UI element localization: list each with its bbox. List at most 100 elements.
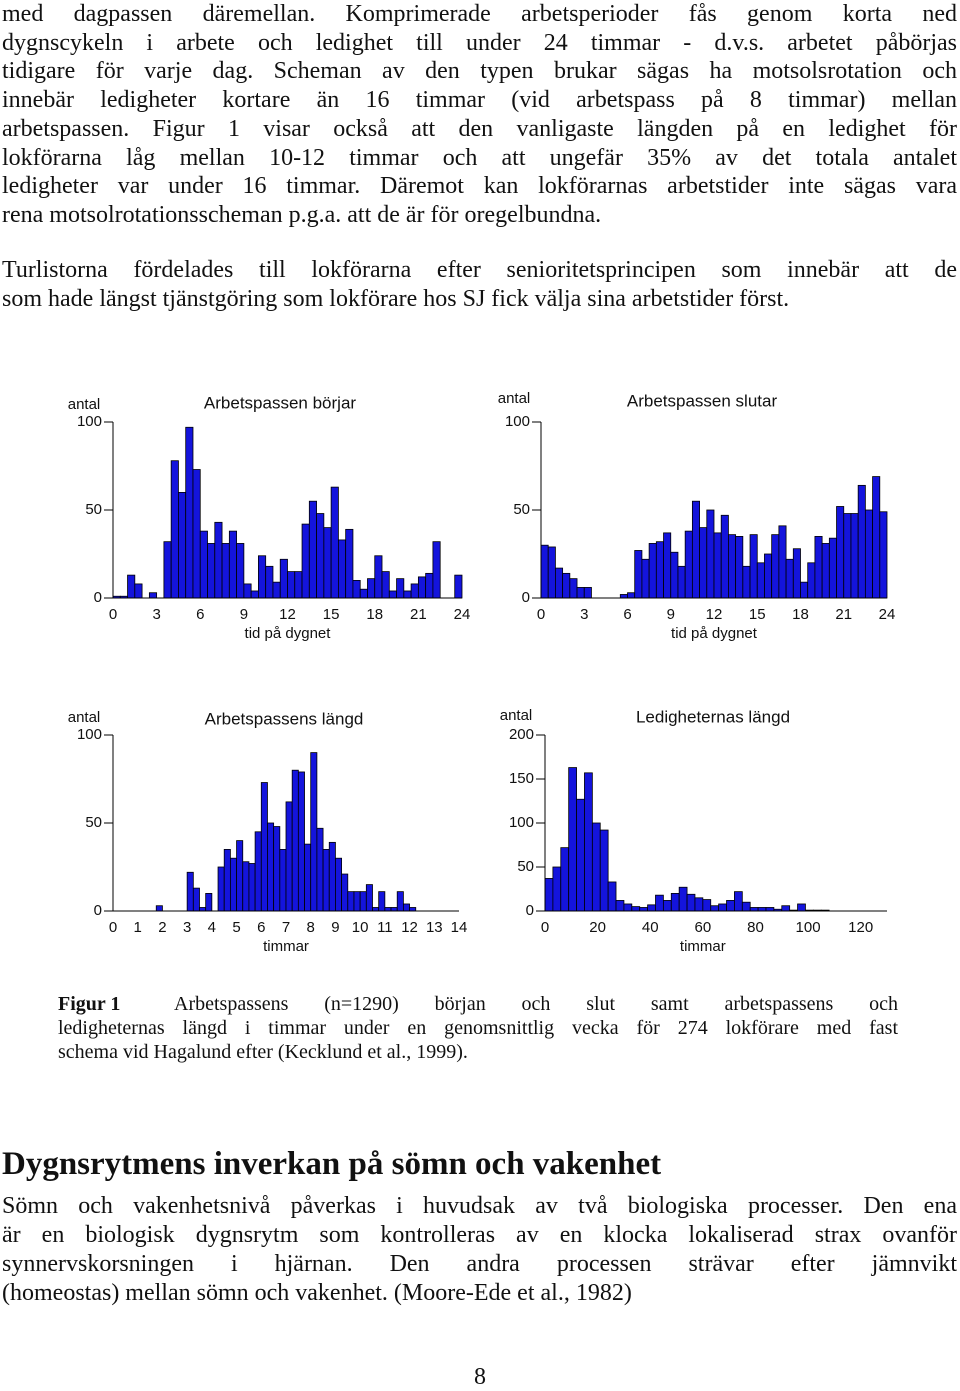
bar (308, 500, 317, 599)
bar (663, 532, 672, 599)
bar (821, 543, 830, 599)
bar (205, 893, 213, 912)
bar (741, 901, 751, 912)
bar (872, 476, 881, 599)
bar (374, 555, 383, 599)
bar (584, 772, 593, 912)
x-tick-label: 11 (377, 919, 393, 936)
x-tick-label: 8 (307, 919, 315, 936)
bar (627, 592, 636, 599)
x-tick-label: 6 (623, 606, 631, 623)
x-tick-label: 7 (282, 919, 290, 936)
bar (607, 881, 617, 912)
bar (568, 767, 577, 912)
bar (670, 893, 680, 912)
bar (583, 587, 592, 599)
bar (228, 530, 238, 599)
y-tick-label: 0 (94, 589, 102, 606)
bar (345, 528, 354, 599)
bar (243, 583, 252, 599)
x-tick-label: 10 (352, 919, 369, 936)
bar (178, 491, 187, 599)
x-tick-label: 6 (196, 606, 204, 623)
bar (702, 899, 712, 912)
bar (310, 752, 318, 912)
text-line: arbetspassen. Figur 1 visar också att de… (2, 115, 957, 142)
bar (242, 861, 250, 912)
y-tick-label: 100 (77, 726, 102, 743)
bar (706, 509, 715, 599)
bar (735, 536, 744, 599)
bar (134, 583, 143, 599)
bar (864, 509, 873, 599)
x-tick-label: 0 (537, 606, 545, 623)
bar (207, 543, 216, 599)
bar (843, 513, 852, 599)
bar (337, 539, 347, 599)
x-tick-label: 5 (232, 919, 240, 936)
bar (304, 843, 312, 912)
bar (836, 506, 845, 599)
bar (631, 906, 641, 912)
x-tick-label: 13 (426, 919, 443, 936)
bar (378, 891, 386, 912)
bar (341, 873, 349, 912)
paragraph: med dagpassen däremellan. Komprimerade a… (2, 0, 957, 230)
bar (236, 543, 245, 599)
text-line: Arbetspassens (n=1290) början och slut s… (174, 993, 898, 1015)
bar (254, 831, 262, 912)
bar (634, 550, 643, 599)
bar (279, 558, 288, 599)
chart-title: Arbetspassen slutar (627, 391, 778, 410)
bar (359, 891, 367, 912)
text-line: ledigheternas längd i timmar under en ge… (58, 1017, 898, 1039)
text-line: är en biologisk dygnsrytm som kontroller… (2, 1222, 957, 1248)
bar (555, 567, 564, 599)
bar (771, 534, 780, 599)
x-axis-label: timmar (263, 938, 309, 955)
bar (807, 562, 816, 599)
bar (655, 894, 664, 912)
x-tick-label: 80 (747, 919, 764, 936)
y-axis-label: antal (68, 709, 101, 726)
x-tick-label: 15 (323, 606, 340, 623)
text-line: med dagpassen däremellan. Komprimerade a… (2, 1, 957, 27)
x-tick-label: 12 (401, 919, 418, 936)
y-tick-label: 0 (94, 902, 102, 919)
x-tick-label: 2 (158, 919, 166, 936)
bar (359, 588, 368, 599)
paragraph: Turlistorna fördelades till lokförarna e… (2, 256, 957, 313)
x-tick-label: 12 (279, 606, 296, 623)
bar (148, 592, 158, 599)
x-tick-label: 21 (410, 606, 427, 623)
bar (828, 537, 837, 599)
bar (764, 553, 773, 599)
text-line: innebär ledigheter kortare än 16 timmar … (2, 87, 957, 114)
bar (221, 543, 230, 599)
x-tick-label: 6 (257, 919, 265, 936)
bar (544, 878, 554, 912)
bar (850, 513, 859, 599)
y-tick-label: 100 (509, 814, 534, 831)
x-tick-label: 4 (208, 919, 216, 936)
bar (720, 514, 729, 599)
bar (749, 907, 759, 912)
bar (765, 907, 775, 912)
bar (540, 544, 549, 599)
bar (372, 907, 380, 912)
bar (294, 571, 303, 599)
caption-line: Figur 1 Arbetspassens (n=1290) början och… (58, 992, 898, 1016)
bar (214, 521, 223, 599)
bar (686, 893, 696, 912)
x-tick-label: 1 (134, 919, 142, 936)
bar (560, 847, 570, 912)
bar (710, 905, 720, 912)
x-tick-label: 24 (454, 606, 471, 623)
bar (396, 578, 405, 599)
bar (403, 590, 412, 599)
bar (335, 857, 343, 912)
y-tick-label: 150 (509, 770, 534, 787)
y-tick-label: 50 (517, 858, 534, 875)
bar (409, 907, 417, 912)
bar (699, 527, 708, 599)
